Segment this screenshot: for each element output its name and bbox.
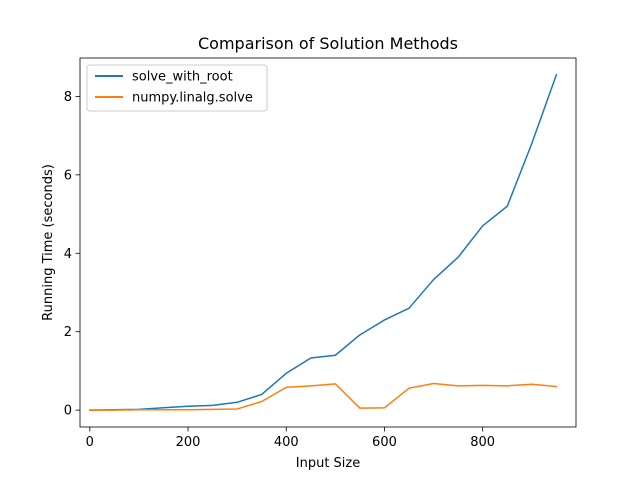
y-tick-label: 4 <box>64 247 72 262</box>
plot-frame <box>79 57 577 428</box>
x-tick-label: 600 <box>372 435 397 450</box>
y-axis: 0 2 4 6 8 <box>64 90 80 419</box>
series-lines <box>89 73 558 411</box>
x-tick-label: 400 <box>274 435 299 450</box>
x-tick-label: 0 <box>86 435 94 450</box>
legend-label-solve-with-root: solve_with_root <box>132 70 233 85</box>
legend-label-numpy-linalg-solve: numpy.linalg.solve <box>132 91 253 106</box>
y-tick-label: 0 <box>64 404 72 419</box>
y-tick-label: 6 <box>64 168 72 183</box>
y-tick-label: 8 <box>64 90 72 105</box>
x-axis: 0 200 400 600 800 <box>86 427 495 450</box>
x-tick-label: 800 <box>470 435 495 450</box>
legend-box <box>86 64 268 112</box>
series-line-numpy-linalg-solve <box>89 382 558 411</box>
x-axis-label: Input Size <box>296 456 360 471</box>
series-line-solve-with-root <box>89 73 558 411</box>
chart-title: Comparison of Solution Methods <box>198 34 458 53</box>
legend: solve_with_root numpy.linalg.solve <box>86 64 268 112</box>
y-axis-label: Running Time (seconds) <box>41 164 56 321</box>
y-tick-label: 2 <box>64 325 72 340</box>
x-tick-label: 200 <box>176 435 201 450</box>
